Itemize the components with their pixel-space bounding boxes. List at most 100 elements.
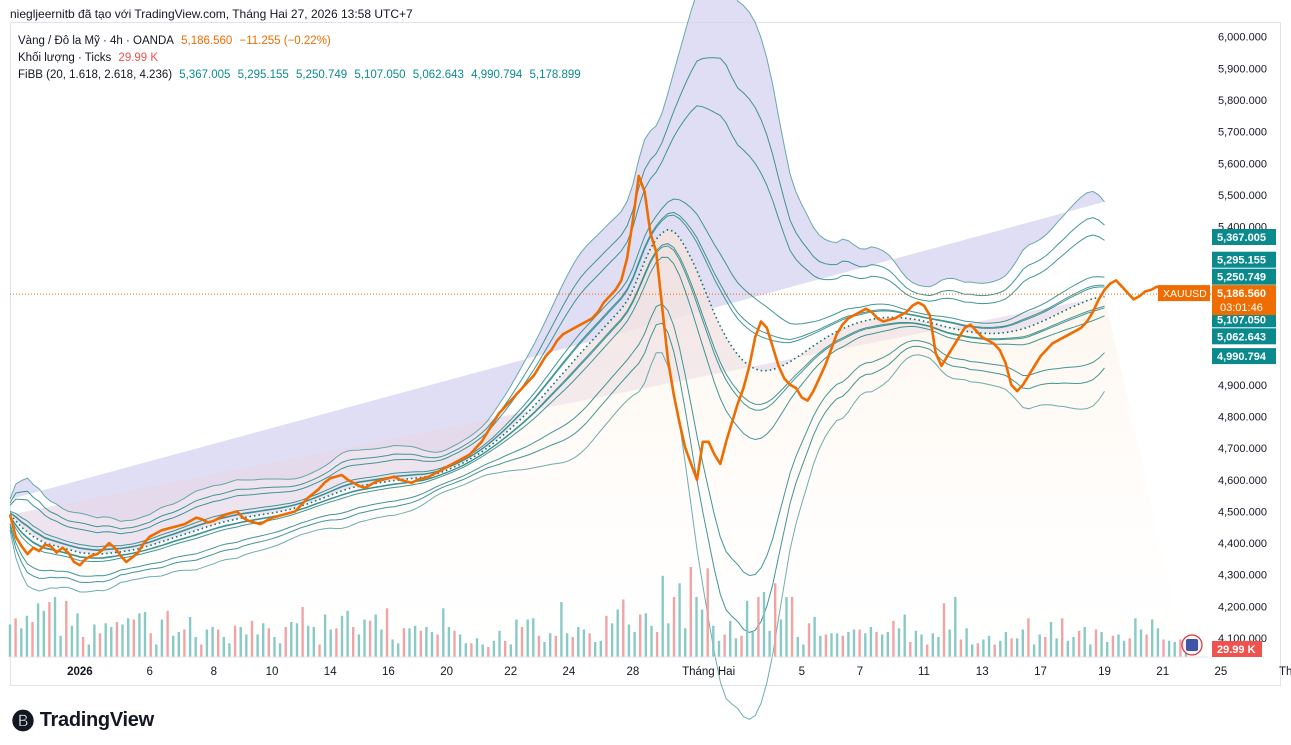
volume-bar (892, 620, 895, 658)
volume-bar (796, 637, 799, 657)
x-tick-label: 11 (918, 666, 930, 678)
band-value-badge (1212, 251, 1276, 268)
volume-bar (700, 609, 704, 657)
volume-bar (346, 610, 349, 658)
volume-bar (639, 614, 642, 657)
volume-bar (295, 623, 299, 658)
volume-bar (706, 568, 709, 658)
fibb-band-line (9, 211, 1105, 551)
fibb-band-line (9, 105, 1105, 535)
volume-bar (689, 567, 692, 657)
volume-bar (881, 634, 884, 657)
volume-bar (408, 628, 411, 657)
volume-bar (233, 625, 237, 658)
volume-bar (768, 630, 771, 658)
volume-bar (132, 619, 135, 657)
volume-bar (76, 613, 79, 658)
price-line[interactable] (8, 174, 1187, 567)
volume-bar (8, 624, 12, 657)
y-tick-label: 5,600.000 (1218, 158, 1267, 170)
tradingview-logo[interactable]: 🅑 TradingView (12, 704, 154, 736)
volume-bar (532, 618, 535, 658)
last-price-text: 5,186.560 (1217, 288, 1266, 300)
volume-bar (200, 644, 203, 657)
upper-band-fill (10, 0, 1105, 522)
volume-bar (205, 629, 209, 657)
volume-bar (53, 597, 57, 657)
volume-bar (1004, 632, 1008, 657)
volume-bar (65, 600, 68, 658)
volume-bar (98, 633, 102, 658)
volume-bar (1106, 642, 1109, 657)
volume-bar (543, 642, 546, 657)
volume-bar (363, 619, 366, 657)
volume-bar (926, 644, 929, 657)
fibb-band-line (9, 322, 1105, 633)
volume-bar (751, 632, 754, 657)
volume-bar (807, 623, 811, 658)
volume-bar (177, 632, 180, 657)
legend-fibb-value: 5,295.155 (237, 69, 289, 81)
volume-bar (1077, 630, 1081, 658)
volume-bar (712, 625, 715, 658)
volume-bar (920, 634, 923, 657)
x-tick-label: 24 (563, 666, 576, 678)
volume-bar (87, 644, 90, 657)
y-tick-label: 4,400.000 (1218, 538, 1267, 550)
x-tick-label: 17 (1034, 666, 1047, 678)
volume-bar (357, 634, 361, 657)
legend-symbol-row: Vàng / Đô la Mỹ · 4h · OANDA 5,186.560 −… (18, 35, 335, 47)
volume-bar (1179, 639, 1182, 657)
volume-bar (340, 615, 344, 658)
volume-bar (830, 633, 833, 658)
volume-bar (582, 629, 586, 657)
band-value-badge (1212, 328, 1276, 345)
volume-bar (864, 633, 867, 658)
fibb-band-line (9, 352, 1105, 720)
volume-bar (976, 643, 979, 658)
volume-bar (509, 644, 512, 657)
volume-bar (323, 614, 327, 657)
volume-bar (1061, 618, 1064, 658)
volume-bar (217, 629, 220, 657)
volume-bar (1032, 644, 1036, 657)
volume-bar (48, 602, 51, 657)
volume-bar (352, 627, 355, 657)
symbol-badge-text: XAUUSD (1163, 288, 1207, 300)
volume-bar (616, 609, 619, 657)
volume-bar (250, 620, 254, 658)
volume-bar (931, 633, 934, 658)
volume-bar (329, 629, 332, 657)
volume-bar (526, 619, 529, 657)
volume-bar (278, 643, 282, 658)
volume-bar (779, 619, 783, 657)
legend-fibb-value: 5,178.899 (529, 69, 581, 81)
volume-bar (1072, 637, 1075, 657)
volume-bar (442, 608, 445, 658)
fibb-band-line (9, 256, 1105, 562)
volume-bar (504, 640, 507, 658)
volume-bar (14, 618, 17, 658)
volume-bar (183, 629, 186, 657)
volume-bar (937, 637, 940, 657)
volume-bar (965, 628, 968, 657)
volume-bar (987, 635, 991, 658)
volume-bar (622, 599, 625, 657)
legend-fibb-value: 5,062.643 (412, 69, 464, 81)
fibb-band-line (9, 198, 1105, 548)
volume-bar (1066, 640, 1069, 658)
volume-bar (419, 630, 422, 658)
x-tick-label: 28 (627, 666, 640, 678)
legend-symbol: Vàng / Đô la Mỹ · 4h · OANDA (18, 35, 174, 47)
x-tick-label: 14 (324, 666, 337, 678)
y-tick-label: 4,200.000 (1218, 601, 1267, 613)
volume-bar (515, 619, 518, 657)
volume-bar (999, 640, 1002, 658)
volume-bar (762, 592, 766, 657)
volume-bar (481, 644, 484, 657)
volume-bar (143, 612, 147, 657)
volume-bar (577, 627, 580, 657)
volume-bar (914, 630, 918, 658)
x-tick-label: 25 (1215, 666, 1228, 678)
